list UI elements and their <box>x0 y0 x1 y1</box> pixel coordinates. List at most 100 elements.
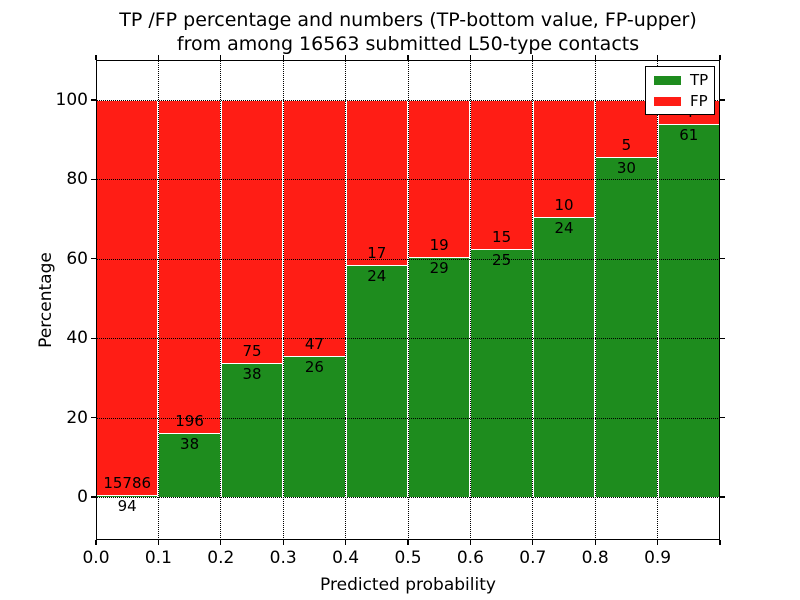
y-tick-mark-right <box>720 99 725 101</box>
bar-label-tp-count: 38 <box>180 434 200 453</box>
x-tick-label: 0.1 <box>144 548 172 568</box>
y-tick-label: 100 <box>55 90 88 110</box>
x-tick-label: 0.5 <box>394 548 422 568</box>
x-tick-label: 0.9 <box>644 548 672 568</box>
vertical-gridline <box>407 60 409 540</box>
vertical-gridline <box>594 60 596 540</box>
x-tick-mark <box>345 540 347 545</box>
x-tick-mark <box>220 540 222 545</box>
x-tick-label: 0.4 <box>332 548 360 568</box>
bar-segment-tp <box>283 355 346 497</box>
x-tick-mark <box>657 540 659 545</box>
y-tick-mark <box>91 337 96 339</box>
bar-segment-fp <box>283 100 346 356</box>
x-tick-mark <box>532 540 534 545</box>
bar-segment-tp <box>532 216 596 497</box>
y-tick-mark-right <box>720 417 725 419</box>
y-tick-mark <box>91 496 96 498</box>
vertical-gridline <box>657 60 659 540</box>
y-tick-mark-right <box>720 258 725 260</box>
bar-segment-fp <box>158 100 221 433</box>
y-tick-label: 40 <box>66 328 88 349</box>
bar-segment-fp <box>345 100 408 265</box>
bar-label-fp-count: 10 <box>554 195 574 214</box>
bar-segment-fp <box>220 100 284 364</box>
x-tick-mark-top <box>95 55 97 60</box>
fp-swatch-icon <box>654 96 681 106</box>
y-tick-label: 20 <box>66 407 88 428</box>
vertical-gridline <box>220 60 222 540</box>
x-tick-mark-top <box>345 55 347 60</box>
x-tick-mark <box>157 540 159 545</box>
y-tick-label: 0 <box>77 487 88 507</box>
y-tick-mark-right <box>720 178 725 180</box>
y-tick-mark <box>91 258 96 260</box>
bar-label-fp-count: 17 <box>367 243 387 262</box>
bar-label-fp-count: 15 <box>492 227 512 246</box>
bar-segment-fp <box>470 100 533 249</box>
bar-segment-fp <box>96 100 159 495</box>
bar-label-tp-count: 25 <box>492 250 512 269</box>
y-tick-mark <box>91 99 96 101</box>
bar-label-tp-count: 38 <box>242 365 262 384</box>
x-tick-mark-top <box>220 55 222 60</box>
x-tick-mark <box>594 540 596 545</box>
x-tick-mark <box>469 540 471 545</box>
y-tick-mark-right <box>720 337 725 339</box>
bar-label-tp-count: 61 <box>679 126 699 145</box>
x-tick-mark-top <box>407 55 409 60</box>
x-tick-mark <box>719 540 721 545</box>
x-tick-mark <box>407 540 409 545</box>
bar-label-tp-count: 30 <box>616 158 636 177</box>
chart-title-line1: TP /FP percentage and numbers (TP-bottom… <box>119 9 697 31</box>
x-tick-label: 0.0 <box>82 548 110 568</box>
x-tick-mark-top <box>657 55 659 60</box>
bar-label-fp-count: 19 <box>429 236 449 255</box>
x-tick-mark-top <box>719 55 721 60</box>
bar-label-tp-count: 24 <box>367 266 387 285</box>
y-tick-mark <box>91 178 96 180</box>
bar-label-fp-count: 47 <box>304 334 324 353</box>
x-axis-label: Predicted probability <box>320 575 496 595</box>
x-tick-label: 0.6 <box>456 548 484 568</box>
bar-segment-tp <box>220 363 284 497</box>
chart-title: TP /FP percentage and numbers (TP-bottom… <box>119 8 697 56</box>
vertical-gridline <box>469 60 471 540</box>
x-tick-mark-top <box>469 55 471 60</box>
bar-label-fp-count: 5 <box>621 135 632 154</box>
bar-label-tp-count: 24 <box>554 218 574 237</box>
legend-item-label: FP <box>690 92 708 110</box>
bar-segment-tp <box>470 248 533 497</box>
x-tick-mark-top <box>532 55 534 60</box>
x-tick-label: 0.3 <box>269 548 297 568</box>
plot-area: 1578694196387538472617241929152510245304… <box>91 55 725 545</box>
y-tick-mark <box>91 417 96 419</box>
vertical-gridline <box>282 60 284 540</box>
x-tick-label: 0.8 <box>581 548 609 568</box>
bar-label-fp-count: 196 <box>175 411 204 430</box>
x-tick-mark-top <box>594 55 596 60</box>
bar-label-fp-count: 15786 <box>103 473 152 492</box>
bar-segment-tp <box>408 257 471 497</box>
bar-label-fp-count: 75 <box>242 342 262 361</box>
bar-segment-tp <box>595 156 658 497</box>
bar-label-tp-count: 26 <box>304 357 324 376</box>
x-tick-mark <box>95 540 97 545</box>
legend-item-label: TP <box>690 71 709 89</box>
legend-row: FP <box>654 92 708 110</box>
x-tick-mark-top <box>157 55 159 60</box>
bar-segment-fp <box>408 100 471 258</box>
x-tick-mark <box>282 540 284 545</box>
legend: TP FP <box>645 66 715 115</box>
x-tick-mark-top <box>282 55 284 60</box>
bar-label-tp-count: 94 <box>117 496 137 515</box>
y-tick-label: 80 <box>66 169 88 190</box>
y-tick-mark-right <box>720 496 725 498</box>
vertical-gridline <box>345 60 347 540</box>
x-tick-label: 0.2 <box>207 548 235 568</box>
legend-row: TP <box>654 71 709 89</box>
vertical-gridline <box>532 60 534 540</box>
tp-swatch-icon <box>654 75 681 85</box>
bar-segment-tp <box>345 264 408 497</box>
chart-title-line2: from among 16563 submitted L50-type cont… <box>176 33 640 55</box>
